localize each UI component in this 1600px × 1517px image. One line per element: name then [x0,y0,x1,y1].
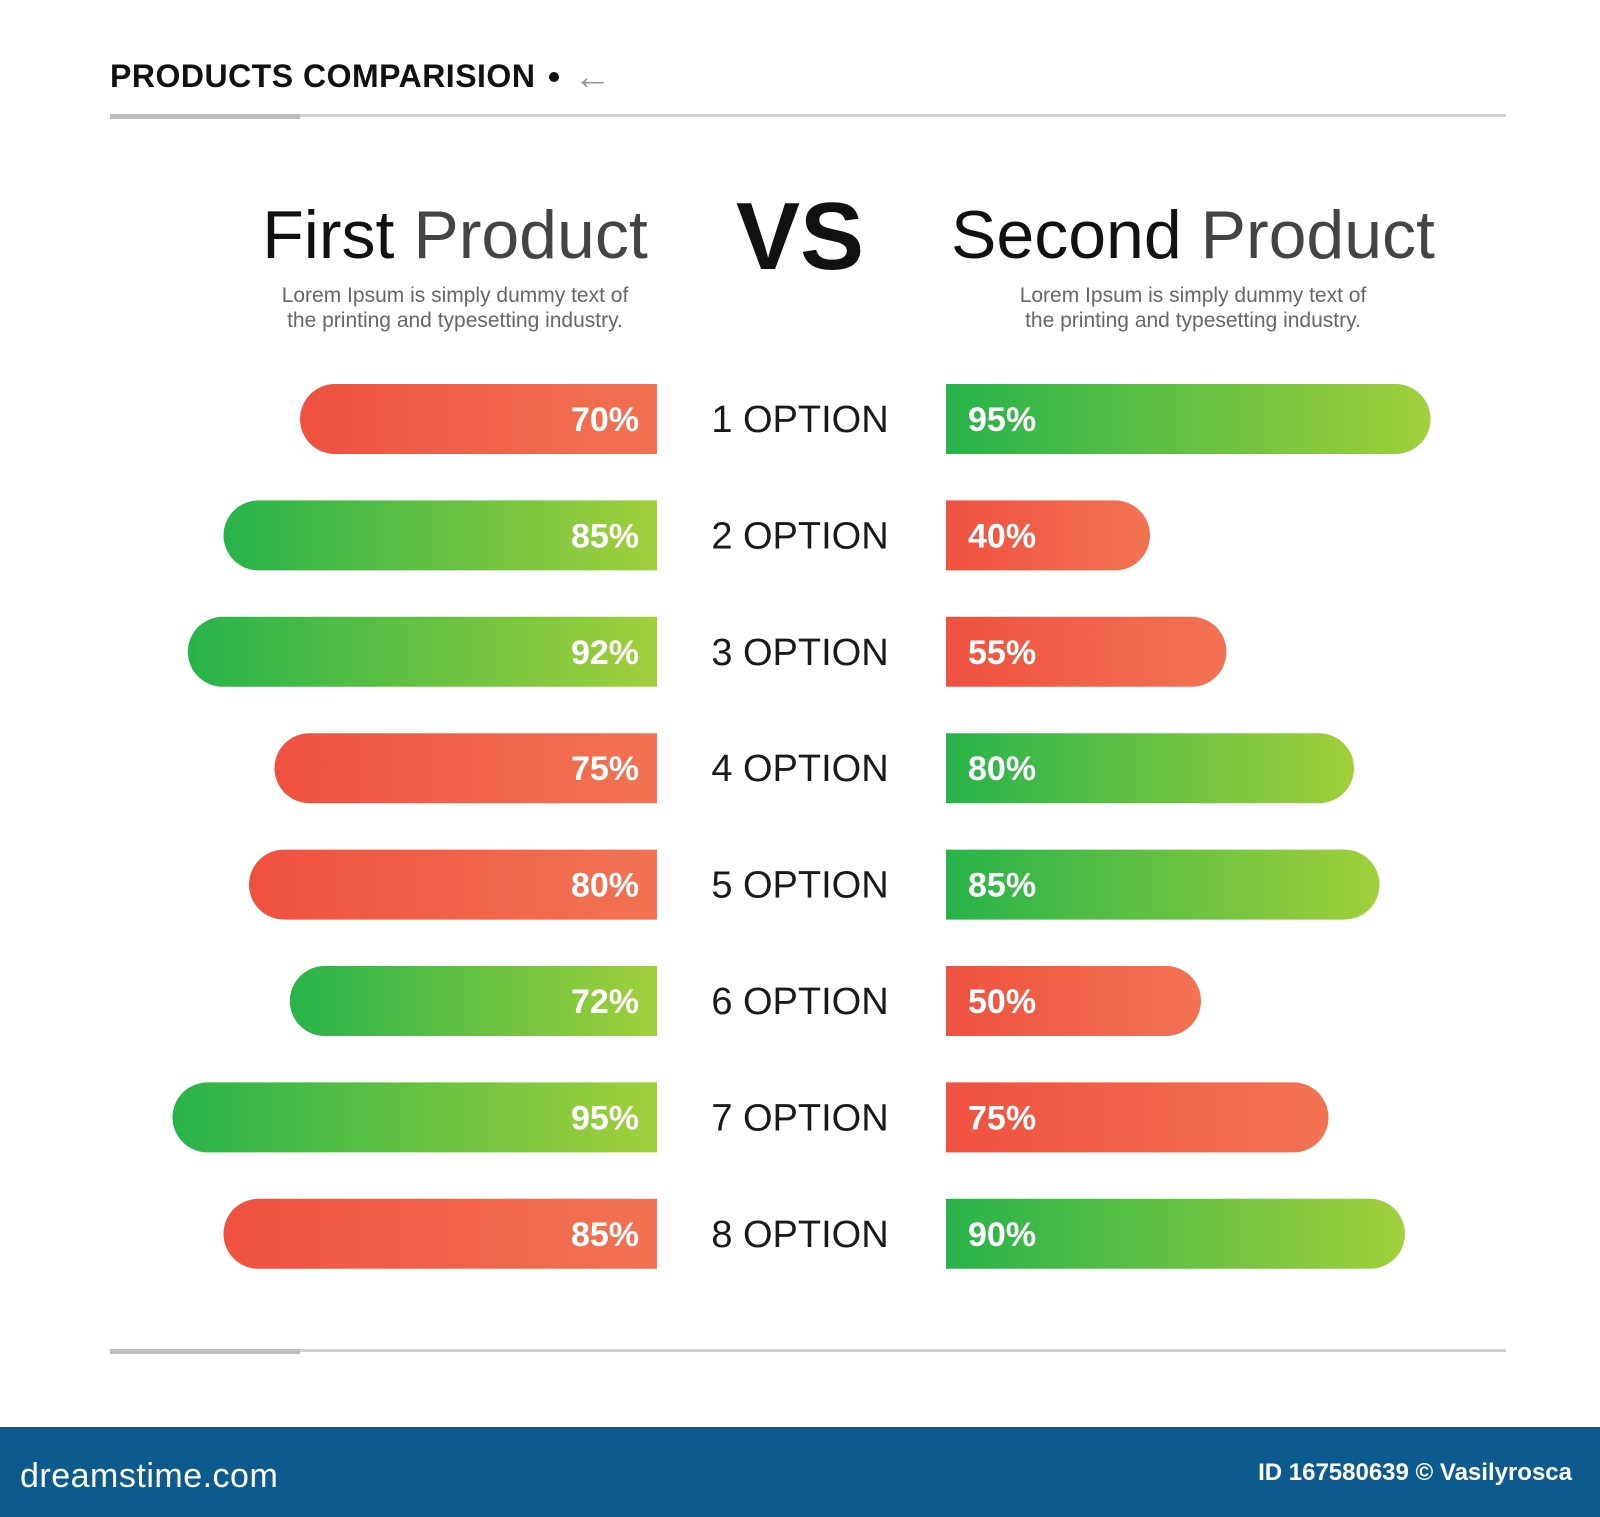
footer-id: ID 167580639 © Vasilyrosca [1258,1459,1572,1486]
first-product-description: Lorem Ipsum is simply dummy text of the … [245,283,665,333]
second-product-value-label-3: 55% [968,634,1036,672]
first-product-title: First Product [195,196,715,274]
header-title-text: PRODUCTS COMPARISION [110,58,536,94]
header-dot [549,71,560,82]
second-product-description: Lorem Ipsum is simply dummy text of the … [983,283,1403,333]
first-product-value-label-8: 85% [571,1216,639,1254]
second-product-bar-6 [946,966,1201,1036]
header-divider [110,114,1506,119]
watermark-footer: dreamstime.com ID 167580639 © Vasilyrosc… [0,1427,1600,1517]
first-description-line2: the printing and typesetting industry. [287,309,623,332]
option-label-1: 1 OPTION [711,399,888,441]
first-product-value-label-7: 95% [571,1099,639,1137]
second-product-bar-4 [946,733,1354,804]
first-product-bar-4 [274,733,657,804]
first-product-bar-8 [223,1198,658,1269]
first-product-value-label-4: 75% [571,750,639,788]
first-product-bar-6 [289,966,657,1036]
vs-label: VS [735,183,865,290]
second-product-bar-8 [946,1198,1405,1269]
first-description-line1: Lorem Ipsum is simply dummy text of [281,284,629,307]
first-product-value-label-5: 80% [571,867,639,905]
footer-logo: dreamstime.com [20,1457,279,1495]
second-product-value-label-2: 40% [968,517,1036,555]
arrow-left-icon: ← [573,55,612,98]
second-product-title-word1: Second [951,197,1182,273]
first-product-value-label-2: 85% [571,517,639,555]
first-product-title-word2: Product [413,197,648,273]
option-label-2: 2 OPTION [711,515,888,557]
second-product-value-label-1: 95% [968,401,1036,439]
first-product-bar-2 [223,500,657,571]
header-title: PRODUCTS COMPARISION ← [110,55,612,98]
option-label-3: 3 OPTION [711,632,888,674]
second-product-bar-5 [946,849,1380,920]
first-product-bar-5 [248,849,657,920]
second-description-line1: Lorem Ipsum is simply dummy text of [1019,284,1367,307]
second-product-title: Second Product [933,196,1453,274]
option-label-8: 8 OPTION [711,1214,888,1256]
second-product-value-label-7: 75% [968,1099,1036,1137]
first-product-value-label-6: 72% [571,983,639,1021]
second-product-value-label-4: 80% [968,750,1036,788]
first-product-value-label-3: 92% [571,634,639,672]
second-product-value-label-6: 50% [968,983,1036,1021]
second-product-value-label-5: 85% [968,867,1036,905]
first-product-bar-3 [187,616,658,687]
second-product-bar-1 [946,384,1431,454]
first-product-bar-7 [172,1082,657,1153]
second-product-value-label-8: 90% [968,1216,1036,1254]
first-product-value-label-1: 70% [571,401,639,439]
second-product-bar-3 [946,616,1227,687]
first-product-bar-1 [300,384,657,454]
option-label-5: 5 OPTION [711,865,888,907]
second-product-title-word2: Product [1200,197,1435,273]
second-product-bar-7 [946,1082,1329,1153]
option-label-6: 6 OPTION [711,981,888,1023]
option-label-4: 4 OPTION [711,748,888,790]
second-description-line2: the printing and typesetting industry. [1025,309,1361,332]
option-label-7: 7 OPTION [711,1097,888,1139]
first-product-title-word1: First [262,197,395,273]
second-product-bar-2 [946,500,1150,571]
footer-divider [110,1349,1506,1354]
